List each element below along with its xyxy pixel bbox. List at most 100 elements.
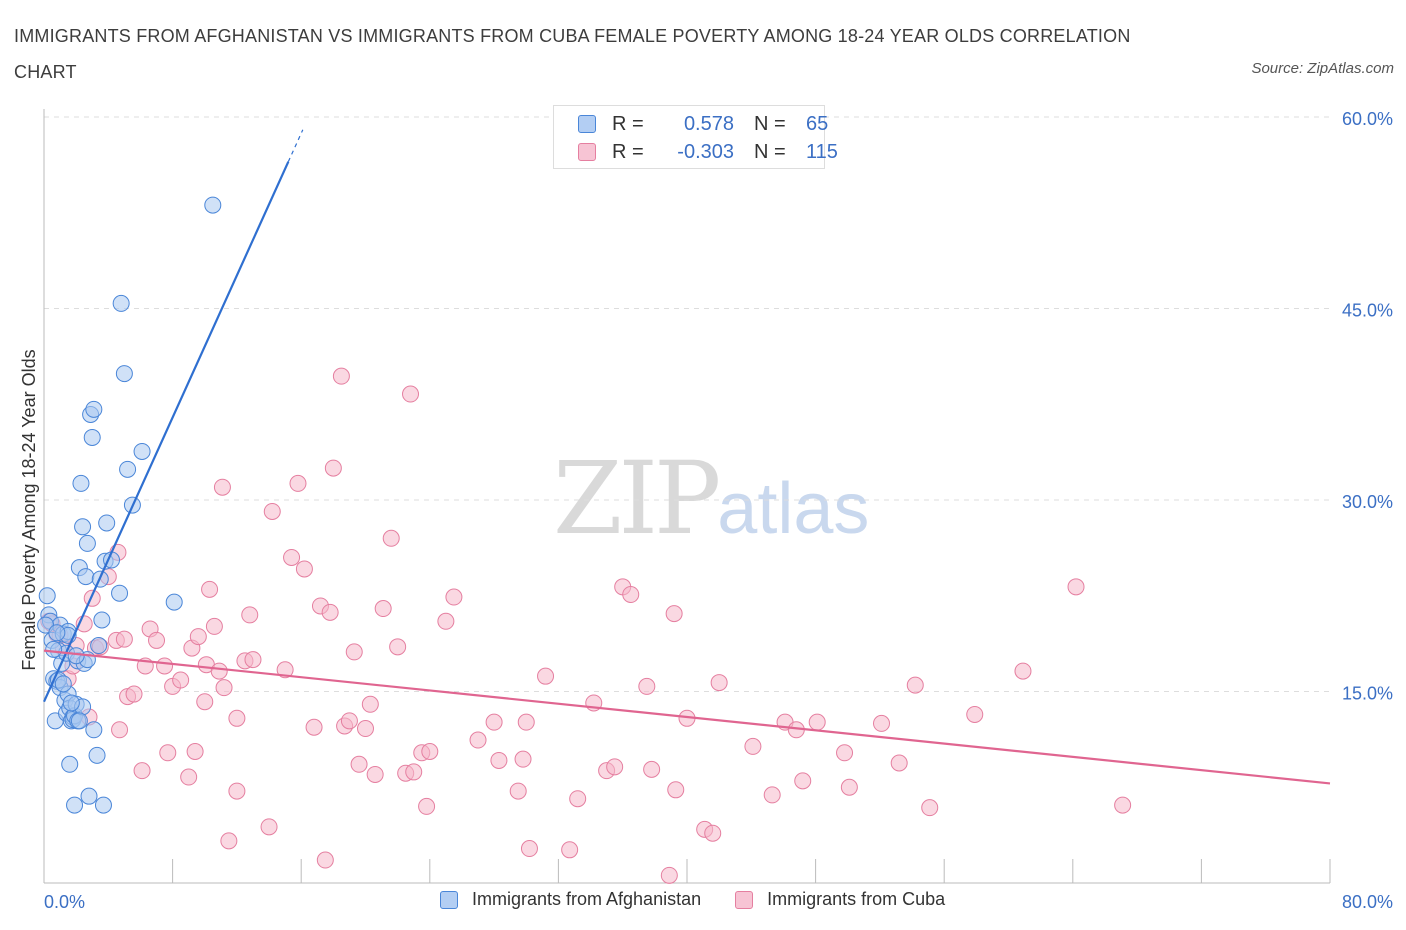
cuba-point bbox=[361, 695, 379, 713]
cuba-point bbox=[210, 662, 228, 680]
cuba-point bbox=[321, 603, 339, 621]
watermark-atlas: atlas bbox=[717, 469, 870, 549]
afghanistan-point bbox=[48, 624, 66, 642]
afghanistan-point bbox=[54, 675, 72, 693]
cuba-point bbox=[324, 459, 342, 477]
cuba-point bbox=[520, 840, 538, 858]
y-axis-label: Female Poverty Among 18-24 Year Olds bbox=[19, 349, 39, 670]
afghanistan-point bbox=[83, 428, 101, 446]
cuba-point bbox=[305, 718, 323, 736]
cuba-point bbox=[186, 743, 204, 761]
afghanistan-point bbox=[88, 746, 106, 764]
cuba-point bbox=[744, 737, 762, 755]
legend-swatch-afghanistan bbox=[578, 115, 596, 133]
cuba-point bbox=[366, 765, 384, 783]
cuba-point bbox=[808, 713, 826, 731]
cuba-point bbox=[437, 612, 455, 630]
cuba-point bbox=[418, 797, 436, 815]
y-tick-label: 45.0% bbox=[1342, 301, 1393, 321]
cuba-point bbox=[345, 643, 363, 661]
cuba-point bbox=[115, 630, 133, 648]
cuba-point bbox=[490, 751, 508, 769]
afghanistan-point bbox=[165, 593, 183, 611]
legend-n-afghanistan: 65 bbox=[806, 112, 829, 135]
x-tick-label: 80.0% bbox=[1342, 892, 1393, 912]
cuba-point bbox=[215, 679, 233, 697]
cuba-trend-line bbox=[43, 649, 1331, 785]
cuba-point bbox=[332, 367, 350, 385]
cuba-point bbox=[638, 677, 656, 695]
cuba-point bbox=[966, 705, 984, 723]
afghanistan-point bbox=[93, 611, 111, 629]
legend-r-label: R = bbox=[612, 140, 644, 163]
cuba-point bbox=[1014, 662, 1032, 680]
cuba-point bbox=[228, 782, 246, 800]
afghanistan-point bbox=[119, 460, 137, 478]
afghanistan-point bbox=[45, 640, 63, 658]
cuba-point bbox=[402, 385, 420, 403]
series-legend-cuba: Immigrants from Cuba bbox=[735, 889, 945, 910]
cuba-point bbox=[667, 781, 685, 799]
y-tick-label: 30.0% bbox=[1342, 492, 1393, 512]
legend-n-label: N = bbox=[754, 140, 786, 163]
cuba-point bbox=[196, 693, 214, 711]
afghanistan-point bbox=[72, 474, 90, 492]
series-legend: Immigrants from Afghanistan Immigrants f… bbox=[440, 889, 979, 910]
afghanistan-point bbox=[66, 796, 84, 814]
cuba-point bbox=[921, 799, 939, 817]
afghanistan-trend-extension bbox=[287, 129, 304, 162]
cuba-point bbox=[445, 588, 463, 606]
afghanistan-point bbox=[67, 647, 85, 665]
afghanistan-point bbox=[77, 568, 95, 586]
afghanistan-trend-line bbox=[42, 161, 290, 703]
cuba-point bbox=[263, 502, 281, 520]
cuba-point bbox=[350, 755, 368, 773]
cuba-point bbox=[873, 714, 891, 732]
chart-title: IMMIGRANTS FROM AFGHANISTAN VS IMMIGRANT… bbox=[14, 26, 1131, 82]
cuba-point bbox=[125, 685, 143, 703]
cuba-point bbox=[469, 731, 487, 749]
cuba-point bbox=[890, 754, 908, 772]
cuba-point bbox=[405, 763, 423, 781]
cuba-point bbox=[537, 667, 555, 685]
cuba-point bbox=[340, 712, 358, 730]
afghanistan-point bbox=[85, 721, 103, 739]
cuba-point bbox=[283, 548, 301, 566]
cuba-point bbox=[374, 600, 392, 618]
cuba-point bbox=[389, 638, 407, 656]
afghanistan-point bbox=[204, 196, 222, 214]
legend-row-afghanistan: R = 0.578 N = 65 bbox=[578, 112, 828, 136]
cuba-point bbox=[111, 721, 129, 739]
series-swatch-cuba bbox=[735, 890, 754, 909]
cuba-point bbox=[133, 762, 151, 780]
cuba-point bbox=[180, 768, 198, 786]
legend-r-afghanistan: 0.578 bbox=[683, 112, 734, 135]
series-legend-afghanistan: Immigrants from Afghanistan bbox=[440, 889, 701, 910]
cuba-point bbox=[1114, 796, 1132, 814]
afghanistan-point bbox=[90, 637, 108, 655]
legend-n-label: N = bbox=[754, 112, 786, 135]
x-tick-label: 0.0% bbox=[44, 892, 85, 912]
cuba-point bbox=[159, 744, 177, 762]
cuba-point bbox=[840, 778, 858, 796]
afghanistan-point bbox=[115, 365, 133, 383]
legend-n-cuba: 115 bbox=[806, 140, 838, 163]
afghanistan-point bbox=[133, 442, 151, 460]
cuba-point bbox=[514, 750, 532, 768]
cuba-point bbox=[660, 866, 678, 884]
cuba-point bbox=[260, 818, 278, 836]
source-label: Source: ZipAtlas.com bbox=[1251, 60, 1394, 77]
cuba-point bbox=[665, 605, 683, 623]
cuba-point bbox=[205, 617, 223, 635]
afghanistan-point bbox=[80, 787, 98, 805]
legend-row-cuba: R = -0.303 N = 115 bbox=[578, 140, 838, 164]
cuba-point bbox=[289, 474, 307, 492]
afghanistan-point bbox=[85, 400, 103, 418]
afghanistan-point bbox=[78, 534, 96, 552]
cuba-point bbox=[622, 585, 640, 603]
cuba-point bbox=[201, 580, 219, 598]
cuba-point bbox=[316, 851, 334, 869]
cuba-point bbox=[421, 743, 439, 761]
y-tick-label: 15.0% bbox=[1342, 684, 1393, 704]
